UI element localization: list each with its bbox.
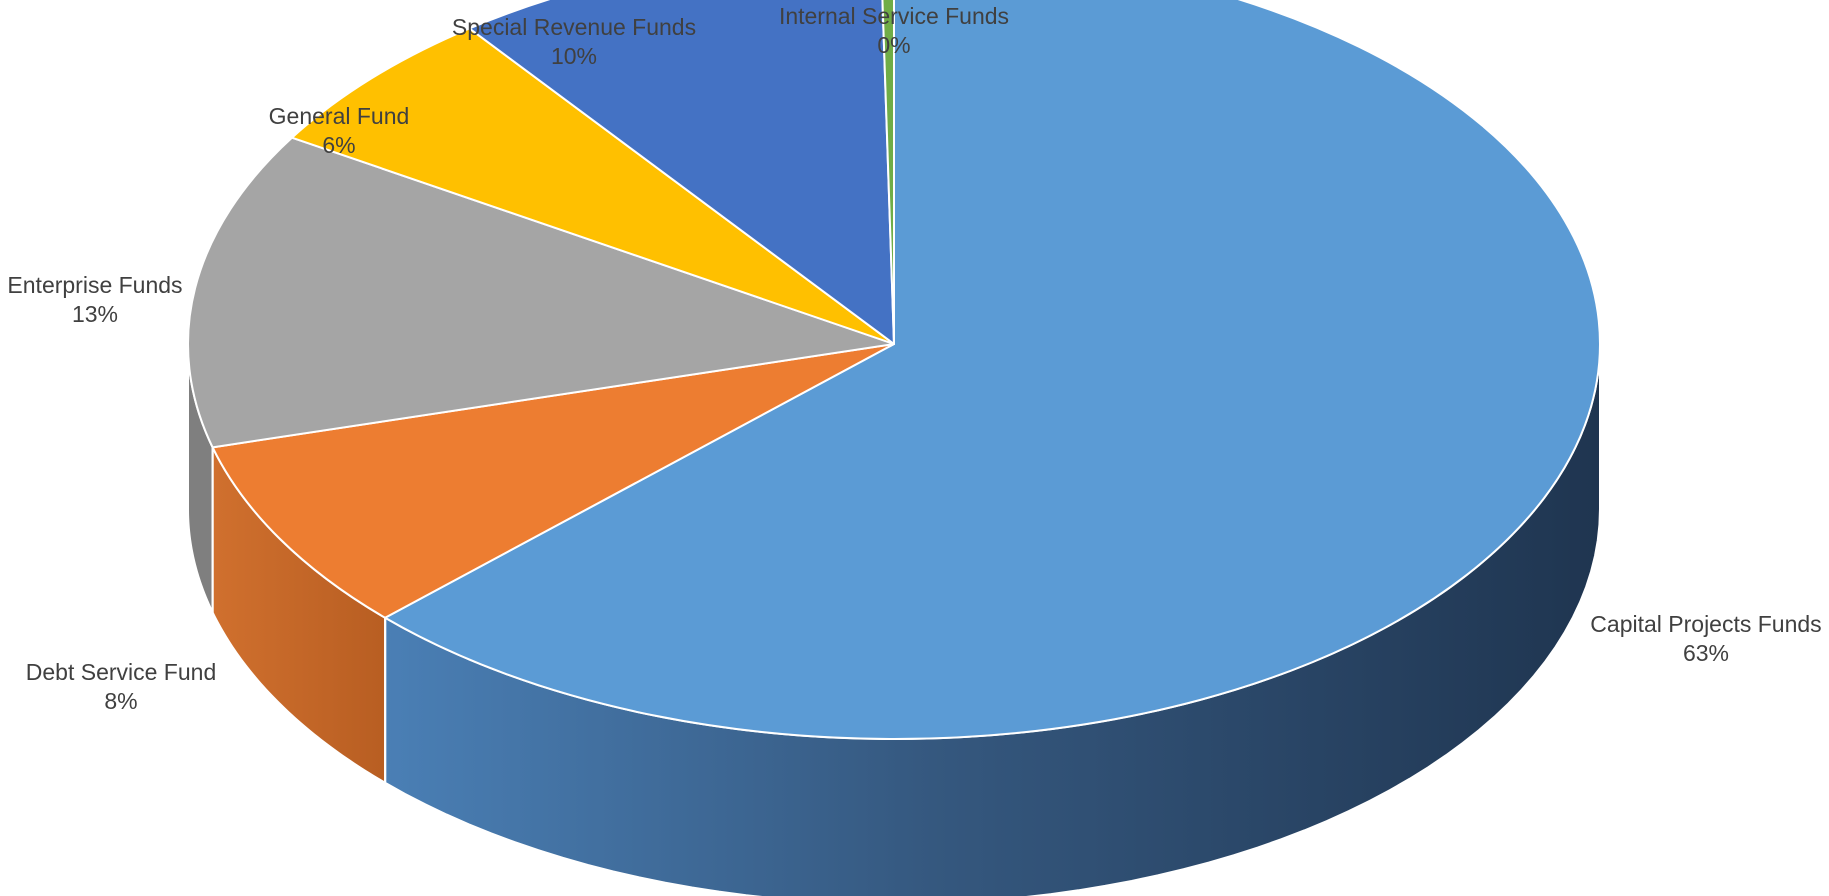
- slice-category-label: Enterprise Funds: [7, 272, 182, 298]
- slice-label-enterprise-funds: Enterprise Funds 13%: [7, 272, 182, 327]
- pie-label-layer: Capital Projects Funds 63% Debt Service Fu…: [7, 3, 1821, 714]
- pie-slice-debt-service-fund: [211, 343, 895, 619]
- pie-slice-enterprise-funds: [187, 136, 895, 449]
- slice-label-capital-projects-funds: Capital Projects Funds 63%: [1590, 611, 1821, 666]
- slice-percent-label: 10%: [551, 43, 597, 69]
- slice-percent-label: 8%: [104, 688, 137, 714]
- pie-slice-capital-projects-funds: [384, 0, 1601, 740]
- slice-percent-label: 63%: [1683, 640, 1729, 666]
- slice-category-label: Capital Projects Funds: [1590, 611, 1821, 637]
- pie-slice-general-fund: [291, 27, 895, 345]
- slice-category-label: Internal Service Funds: [779, 3, 1009, 29]
- pie-slice-special-revenue-funds: [468, 0, 895, 345]
- pie-top-layer: [187, 0, 1601, 740]
- pie-slice-internal-service-funds: [881, 0, 895, 345]
- slice-percent-label: 0%: [877, 32, 910, 58]
- slice-label-internal-service-funds: Internal Service Funds 0%: [779, 3, 1009, 58]
- slice-label-debt-service-fund: Debt Service Fund 8%: [26, 659, 216, 714]
- slice-category-label: Special Revenue Funds: [452, 14, 696, 40]
- slice-label-special-revenue-funds: Special Revenue Funds 10%: [452, 14, 696, 69]
- slice-percent-label: 6%: [322, 132, 355, 158]
- slice-category-label: General Fund: [269, 103, 410, 129]
- slice-percent-label: 13%: [72, 301, 118, 327]
- slice-label-general-fund: General Fund 6%: [269, 103, 410, 158]
- slice-category-label: Debt Service Fund: [26, 659, 216, 685]
